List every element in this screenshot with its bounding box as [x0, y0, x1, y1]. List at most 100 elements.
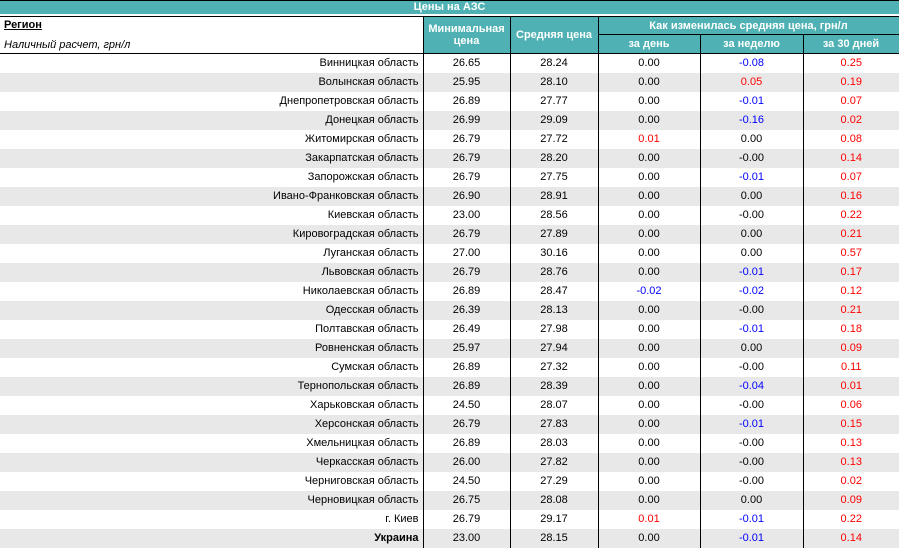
month-change-cell: 0.25: [802, 53, 899, 73]
title-divider: [0, 14, 899, 16]
day-change-cell: 0.00: [597, 396, 700, 415]
avg-price-cell: 27.75: [509, 168, 598, 187]
table-header: Регион Наличный расчет, грн/л Минимальна…: [0, 16, 899, 54]
week-change-cell: -0.00: [699, 358, 803, 377]
avg-price-cell: 29.09: [509, 111, 598, 130]
table-row: Луганская область 27.00 30.16 0.00 0.00 …: [0, 244, 899, 263]
min-price-cell: 25.97: [422, 339, 510, 358]
table-row: Житомирская область 26.79 27.72 0.01 0.0…: [0, 130, 899, 149]
table-row: Кировоградская область 26.79 27.89 0.00 …: [0, 225, 899, 244]
region-header-cell: Регион Наличный расчет, грн/л: [0, 16, 424, 54]
avg-price-cell: 30.16: [509, 244, 598, 263]
month-change-cell: 0.16: [802, 187, 899, 206]
avg-price-cell: 27.89: [509, 225, 598, 244]
week-change-cell: -0.01: [699, 529, 803, 548]
day-change-cell: 0.00: [597, 529, 700, 548]
region-cell: Кировоградская область: [292, 228, 419, 240]
region-cell: Черниговская область: [304, 475, 419, 487]
table-row: Николаевская область 26.89 28.47 -0.02 -…: [0, 282, 899, 301]
min-price-cell: 26.89: [422, 434, 510, 453]
day-change-cell: 0.00: [597, 168, 700, 187]
min-price-cell: 26.79: [422, 149, 510, 168]
month-change-cell: 0.14: [802, 529, 899, 548]
table-row: Черниговская область 24.50 27.29 0.00 -0…: [0, 472, 899, 491]
region-cell: г. Киев: [385, 513, 419, 525]
month-change-cell: 0.57: [802, 244, 899, 263]
month-change-cell: 0.12: [802, 282, 899, 301]
week-change-cell: -0.00: [699, 434, 803, 453]
region-cell: Львовская область: [321, 266, 419, 278]
avg-price-cell: 28.47: [509, 282, 598, 301]
region-cell: Ивано-Франковская область: [273, 190, 419, 202]
min-price-cell: 26.79: [422, 510, 510, 529]
table-row: Черновицкая область 26.75 28.08 0.00 0.0…: [0, 491, 899, 510]
avg-price-cell: 28.24: [509, 53, 598, 73]
min-price-cell: 26.75: [422, 491, 510, 510]
region-cell: Донецкая область: [325, 114, 419, 126]
table-row: Киевская область 23.00 28.56 0.00 -0.00 …: [0, 206, 899, 225]
month-change-cell: 0.17: [802, 263, 899, 282]
table-row: Хмельницкая область 26.89 28.03 0.00 -0.…: [0, 434, 899, 453]
week-change-cell: -0.01: [699, 168, 803, 187]
table-row: Винницкая область 26.65 28.24 0.00 -0.08…: [0, 53, 899, 73]
week-change-cell: 0.05: [699, 73, 803, 92]
month-change-cell: 0.07: [802, 168, 899, 187]
min-price-cell: 26.39: [422, 301, 510, 320]
month-change-cell: 0.14: [802, 149, 899, 168]
month-change-cell: 0.22: [802, 510, 899, 529]
week-change-cell: -0.00: [699, 149, 803, 168]
week-change-cell: -0.02: [699, 282, 803, 301]
min-price-cell: 26.79: [422, 415, 510, 434]
region-cell: Тернопольская область: [297, 380, 419, 392]
table-row: Запорожская область 26.79 27.75 0.00 -0.…: [0, 168, 899, 187]
day-change-cell: 0.00: [597, 149, 700, 168]
table-row: Харьковская область 24.50 28.07 0.00 -0.…: [0, 396, 899, 415]
day-change-cell: 0.00: [597, 92, 700, 111]
day-change-cell: 0.00: [597, 111, 700, 130]
table-row: Тернопольская область 26.89 28.39 0.00 -…: [0, 377, 899, 396]
month-change-cell: 0.19: [802, 73, 899, 92]
min-price-cell: 26.89: [422, 358, 510, 377]
month-change-cell: 0.13: [802, 453, 899, 472]
avg-price-cell: 28.10: [509, 73, 598, 92]
month-change-cell: 0.02: [802, 472, 899, 491]
month-change-cell: 0.01: [802, 377, 899, 396]
avg-price-cell: 28.13: [509, 301, 598, 320]
table-row: Ровненская область 25.97 27.94 0.00 0.00…: [0, 339, 899, 358]
week-change-cell: -0.01: [699, 510, 803, 529]
avg-price-cell: 27.72: [509, 130, 598, 149]
avg-price-cell: 27.94: [509, 339, 598, 358]
min-price-cell: 26.65: [422, 53, 510, 73]
week-change-cell: -0.00: [699, 206, 803, 225]
week-change-cell: -0.01: [699, 92, 803, 111]
week-change-cell: 0.00: [699, 225, 803, 244]
day-change-cell: 0.00: [597, 453, 700, 472]
avg-price-cell: 27.32: [509, 358, 598, 377]
region-cell: Ровненская область: [315, 342, 419, 354]
min-price-cell: 26.79: [422, 263, 510, 282]
min-price-cell: 26.49: [422, 320, 510, 339]
region-cell: Винницкая область: [319, 57, 419, 69]
col-header-avg-price: Средняя цена: [509, 16, 599, 54]
min-price-cell: 24.50: [422, 396, 510, 415]
day-change-cell: 0.01: [597, 130, 700, 149]
day-change-cell: 0.00: [597, 53, 700, 73]
avg-price-cell: 28.39: [509, 377, 598, 396]
day-change-cell: 0.00: [597, 225, 700, 244]
week-change-cell: -0.16: [699, 111, 803, 130]
payment-type-label: Наличный расчет, грн/л: [4, 39, 131, 51]
min-price-cell: 26.89: [422, 377, 510, 396]
region-cell: Хмельницкая область: [306, 437, 419, 449]
month-change-cell: 0.07: [802, 92, 899, 111]
min-price-cell: 26.00: [422, 453, 510, 472]
table-row: Херсонская область 26.79 27.83 0.00 -0.0…: [0, 415, 899, 434]
week-change-cell: -0.00: [699, 396, 803, 415]
month-change-cell: 0.21: [802, 225, 899, 244]
day-change-cell: 0.01: [597, 510, 700, 529]
region-cell: Житомирская область: [304, 133, 419, 145]
region-cell: Николаевская область: [302, 285, 419, 297]
avg-price-cell: 28.08: [509, 491, 598, 510]
min-price-cell: 26.99: [422, 111, 510, 130]
table-row: Ивано-Франковская область 26.90 28.91 0.…: [0, 187, 899, 206]
week-change-cell: -0.00: [699, 472, 803, 491]
